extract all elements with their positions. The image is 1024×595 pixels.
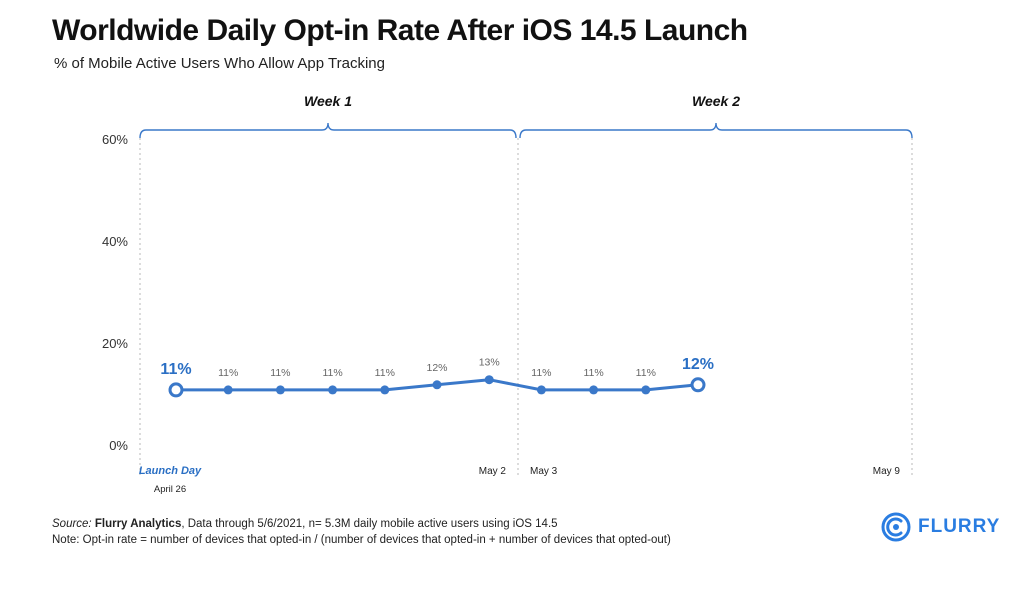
- data-point: [589, 385, 599, 395]
- flurry-logo: FLURRY: [881, 512, 1000, 542]
- data-label: 11%: [270, 367, 290, 379]
- data-point: [328, 385, 338, 395]
- data-label: 11%: [218, 367, 238, 379]
- flurry-logo-text: FLURRY: [918, 516, 1001, 537]
- data-point: [641, 385, 651, 395]
- data-point: [380, 385, 390, 395]
- source-prefix: Source:: [52, 518, 92, 530]
- data-point: [223, 385, 233, 395]
- y-tick-label: 20%: [102, 336, 128, 351]
- flurry-logo-icon: [881, 512, 911, 542]
- data-label: 11%: [375, 367, 395, 379]
- data-point: [536, 385, 546, 395]
- data-label: 11%: [531, 367, 551, 379]
- data-point-highlight: [690, 377, 706, 393]
- week-label: Week 2: [692, 93, 740, 109]
- source-details: , Data through 5/6/2021, n= 5.3M daily m…: [181, 518, 558, 530]
- data-label: 12%: [682, 356, 714, 373]
- data-point: [432, 380, 442, 390]
- week-label: Week 1: [304, 93, 352, 109]
- note-line: Note: Opt-in rate = number of devices th…: [52, 534, 671, 546]
- x-tick-label: May 3: [530, 466, 558, 477]
- source-name: Flurry Analytics: [94, 518, 182, 530]
- week-bracket: [139, 122, 517, 139]
- data-point: [484, 375, 494, 385]
- data-label: 11%: [160, 361, 191, 378]
- data-point-highlight: [168, 382, 184, 398]
- footer-notes: Source: Flurry Analytics, Data through 5…: [52, 516, 671, 548]
- x-tick-sublabel: April 26: [154, 484, 186, 495]
- y-tick-label: 40%: [102, 234, 128, 249]
- data-point: [275, 385, 285, 395]
- data-label: 11%: [322, 367, 342, 379]
- data-label: 12%: [426, 362, 447, 374]
- source-line: Source: Flurry Analytics, Data through 5…: [52, 516, 671, 532]
- x-tick-label: May 2: [479, 466, 507, 477]
- y-tick-label: 60%: [102, 132, 128, 147]
- chart-title: Worldwide Daily Opt-in Rate After iOS 14…: [52, 14, 748, 47]
- data-label: 11%: [583, 367, 603, 379]
- opt-in-rate-chart: 0% 20% 40% 60% Week 1 Week 2 11% 11% 11% 11% 11% 12…: [102, 93, 913, 495]
- data-label: 13%: [479, 357, 500, 369]
- y-tick-label: 0%: [109, 438, 128, 453]
- data-label: 11%: [636, 367, 656, 379]
- x-tick-label: Launch Day: [139, 465, 202, 477]
- week-bracket: [519, 122, 913, 139]
- chart-subtitle: % of Mobile Active Users Who Allow App T…: [54, 55, 385, 72]
- x-tick-label: May 9: [873, 466, 901, 477]
